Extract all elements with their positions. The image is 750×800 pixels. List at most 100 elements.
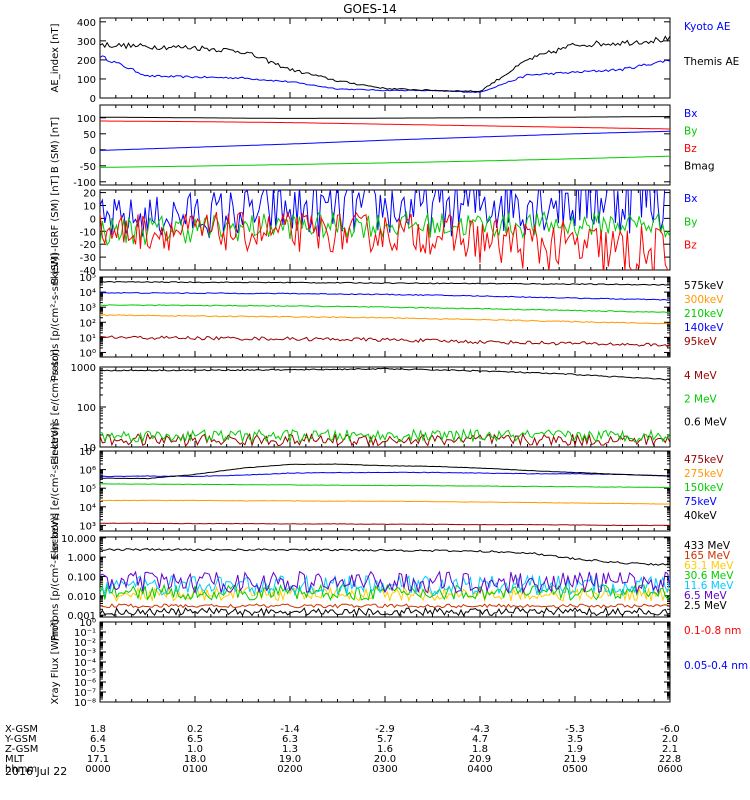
series-line — [100, 190, 666, 239]
y-tick-label: 10⁻⁴ — [74, 658, 96, 669]
series-line — [100, 304, 670, 314]
y-tick-label: 100 — [77, 114, 96, 125]
y-tick-label: -20 — [80, 240, 96, 251]
y-tick-label: 1.000 — [67, 553, 96, 564]
series-line — [100, 499, 670, 505]
y-tick-label: 10.000 — [61, 534, 96, 545]
ephemeris-value: 17.1 — [87, 754, 109, 765]
legend-entry: 6.5 MeV — [684, 590, 728, 602]
panel-frame — [99, 17, 671, 99]
ephemeris-value: 1.8 — [472, 744, 488, 755]
y-tick-label: 20 — [83, 189, 96, 200]
ephemeris-value: 6.4 — [90, 734, 106, 745]
y-tick-label: 10⁻¹ — [74, 628, 96, 639]
series-line — [100, 314, 670, 325]
legend-entry: 4 MeV — [684, 370, 718, 382]
legend-entry: 0.6 MeV — [684, 417, 728, 429]
y-tick-label: 1000 — [71, 363, 96, 374]
legend-entry: 63.1 MeV — [684, 560, 734, 572]
y-tick-label: 100 — [77, 75, 96, 86]
series-line — [100, 463, 670, 480]
y-tick-label: 0 — [90, 214, 96, 225]
ephemeris-value: 2.1 — [662, 744, 678, 755]
y-tick-label: 10⁻⁷ — [74, 688, 96, 699]
y-tick-label: 10⁶ — [79, 466, 96, 477]
ephemeris-value: 20.9 — [469, 754, 491, 765]
ephemeris-value: 0500 — [562, 764, 587, 775]
series-line — [100, 570, 670, 595]
series-line — [100, 116, 670, 119]
series-line — [100, 130, 670, 151]
legend-entry: Kyoto AE — [684, 21, 730, 33]
series-line — [100, 483, 670, 489]
y-tick-label: 10³ — [79, 303, 96, 314]
legend-entry: 475keV — [684, 454, 724, 466]
ephemeris-row-label: X-GSM — [5, 724, 38, 735]
ephemeris-value: 1.8 — [90, 724, 106, 735]
y-tick-label: 10⁻⁶ — [74, 678, 96, 689]
series-line — [100, 522, 670, 527]
y-tick-label: -100 — [73, 178, 96, 189]
legend-entry: Themis AE — [683, 56, 739, 68]
legend-entry: 275keV — [684, 468, 724, 480]
y-axis-label: AE_index [nT] — [50, 23, 61, 92]
y-tick-label: 10⁵ — [79, 484, 96, 495]
series-line — [100, 367, 670, 381]
series-line — [100, 210, 670, 247]
legend-entry: 2 MeV — [684, 393, 718, 405]
y-tick-label: 10³ — [79, 521, 96, 532]
legend-entry: 95keV — [684, 336, 718, 348]
panel-1: -100 -50 0 50 100 B (SM) [nT] Bx By Bz Bmag — [50, 104, 715, 189]
y-axis-label: Protons [p/(cm²-s-sr-keV)] — [50, 513, 61, 641]
y-tick-label: 10⁻² — [74, 638, 96, 649]
legend-entry: 165 MeV — [684, 550, 731, 562]
panel-frame — [99, 450, 671, 532]
ephemeris-value: 0200 — [277, 764, 302, 775]
ephemeris-value: 6.3 — [282, 734, 298, 745]
y-axis-label: Electrons [e/(cm²-s-sr-keV)] — [50, 422, 61, 559]
y-axis-label: Protons [p/(cm²-s-sr-keV)] — [50, 253, 61, 381]
legend-entry: Bx — [684, 108, 697, 120]
y-tick-label: -30 — [80, 253, 96, 264]
y-tick-label: 10⁻³ — [74, 648, 96, 659]
ephemeris-value: 4.7 — [472, 734, 488, 745]
y-tick-label: 0 — [90, 94, 96, 105]
y-axis-label: B (SM)-IGRF (SM) [nT] — [50, 175, 61, 284]
y-tick-label: -50 — [80, 162, 96, 173]
y-tick-label: 10⁰ — [79, 618, 96, 629]
legend-entry: 75keV — [684, 496, 718, 508]
panel-frame — [99, 276, 671, 358]
y-tick-label: 10⁴ — [79, 503, 96, 514]
ephemeris-row-label: Y-GSM — [4, 734, 37, 745]
legend-entry: Bz — [684, 240, 697, 252]
ephemeris-value: 0100 — [182, 764, 207, 775]
ephemeris-value: 19.0 — [279, 754, 301, 765]
y-tick-label: -40 — [80, 266, 96, 277]
ephemeris-value: 0600 — [657, 764, 682, 775]
series-line — [100, 606, 670, 617]
series-line — [100, 211, 669, 270]
panel-frame — [99, 621, 671, 703]
ephemeris-value: 0.2 — [187, 724, 203, 735]
ephemeris-value: 18.0 — [184, 754, 206, 765]
legend-entry: By — [684, 216, 697, 228]
y-tick-label: 10⁵ — [79, 273, 96, 284]
series-line — [100, 335, 670, 348]
series-line — [100, 55, 670, 94]
series-line — [100, 280, 670, 286]
y-tick-label: 0.001 — [67, 611, 96, 622]
series-line — [100, 291, 670, 301]
y-axis-label: Electrons [e/(cm²-s-sr)] — [50, 349, 61, 465]
ephemeris-value: -1.4 — [280, 724, 300, 735]
ephemeris-value: 0.5 — [90, 744, 106, 755]
ephemeris-value: -5.3 — [565, 724, 585, 735]
ephemeris-value: 20.0 — [374, 754, 396, 765]
plot-title: GOES-14 — [343, 2, 397, 16]
ephemeris-value: 1.6 — [377, 744, 393, 755]
ephemeris-value: 0400 — [467, 764, 492, 775]
ephemeris-value: 0000 — [85, 764, 110, 775]
series-line — [100, 471, 670, 478]
y-tick-label: 300 — [77, 37, 96, 48]
